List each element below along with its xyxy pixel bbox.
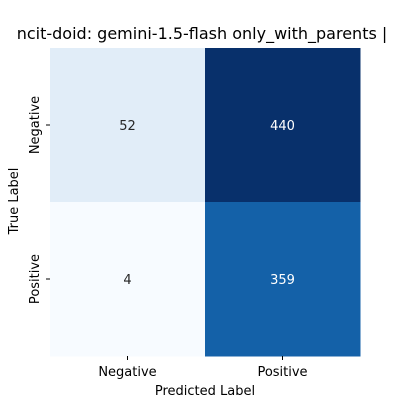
- x-axis-label: Predicted Label: [155, 384, 255, 399]
- cell-value-label: 440: [270, 119, 295, 134]
- cell-value-labels: 52 440 4 359: [119, 119, 295, 288]
- y-axis-label: True Label: [7, 168, 22, 236]
- heatmap-cell: [50, 48, 206, 203]
- x-tick-label: Positive: [257, 365, 307, 380]
- heatmap-cell: [205, 48, 361, 203]
- y-axis-ticks: Negative Positive: [28, 96, 50, 304]
- y-tick-label: Positive: [28, 254, 43, 304]
- cell-value-label: 359: [270, 273, 295, 288]
- heatmap-cell: [205, 202, 361, 357]
- x-axis-ticks: Negative Positive: [98, 356, 308, 380]
- x-tick-label: Negative: [98, 365, 156, 380]
- y-tick-label: Negative: [28, 96, 43, 154]
- chart-title: ncit-doid: gemini-1.5-flash only_with_pa…: [17, 24, 388, 44]
- heatmap-cells: [50, 48, 361, 357]
- cell-value-label: 52: [119, 119, 136, 134]
- heatmap-cell: [50, 202, 206, 357]
- cell-value-label: 4: [123, 273, 131, 288]
